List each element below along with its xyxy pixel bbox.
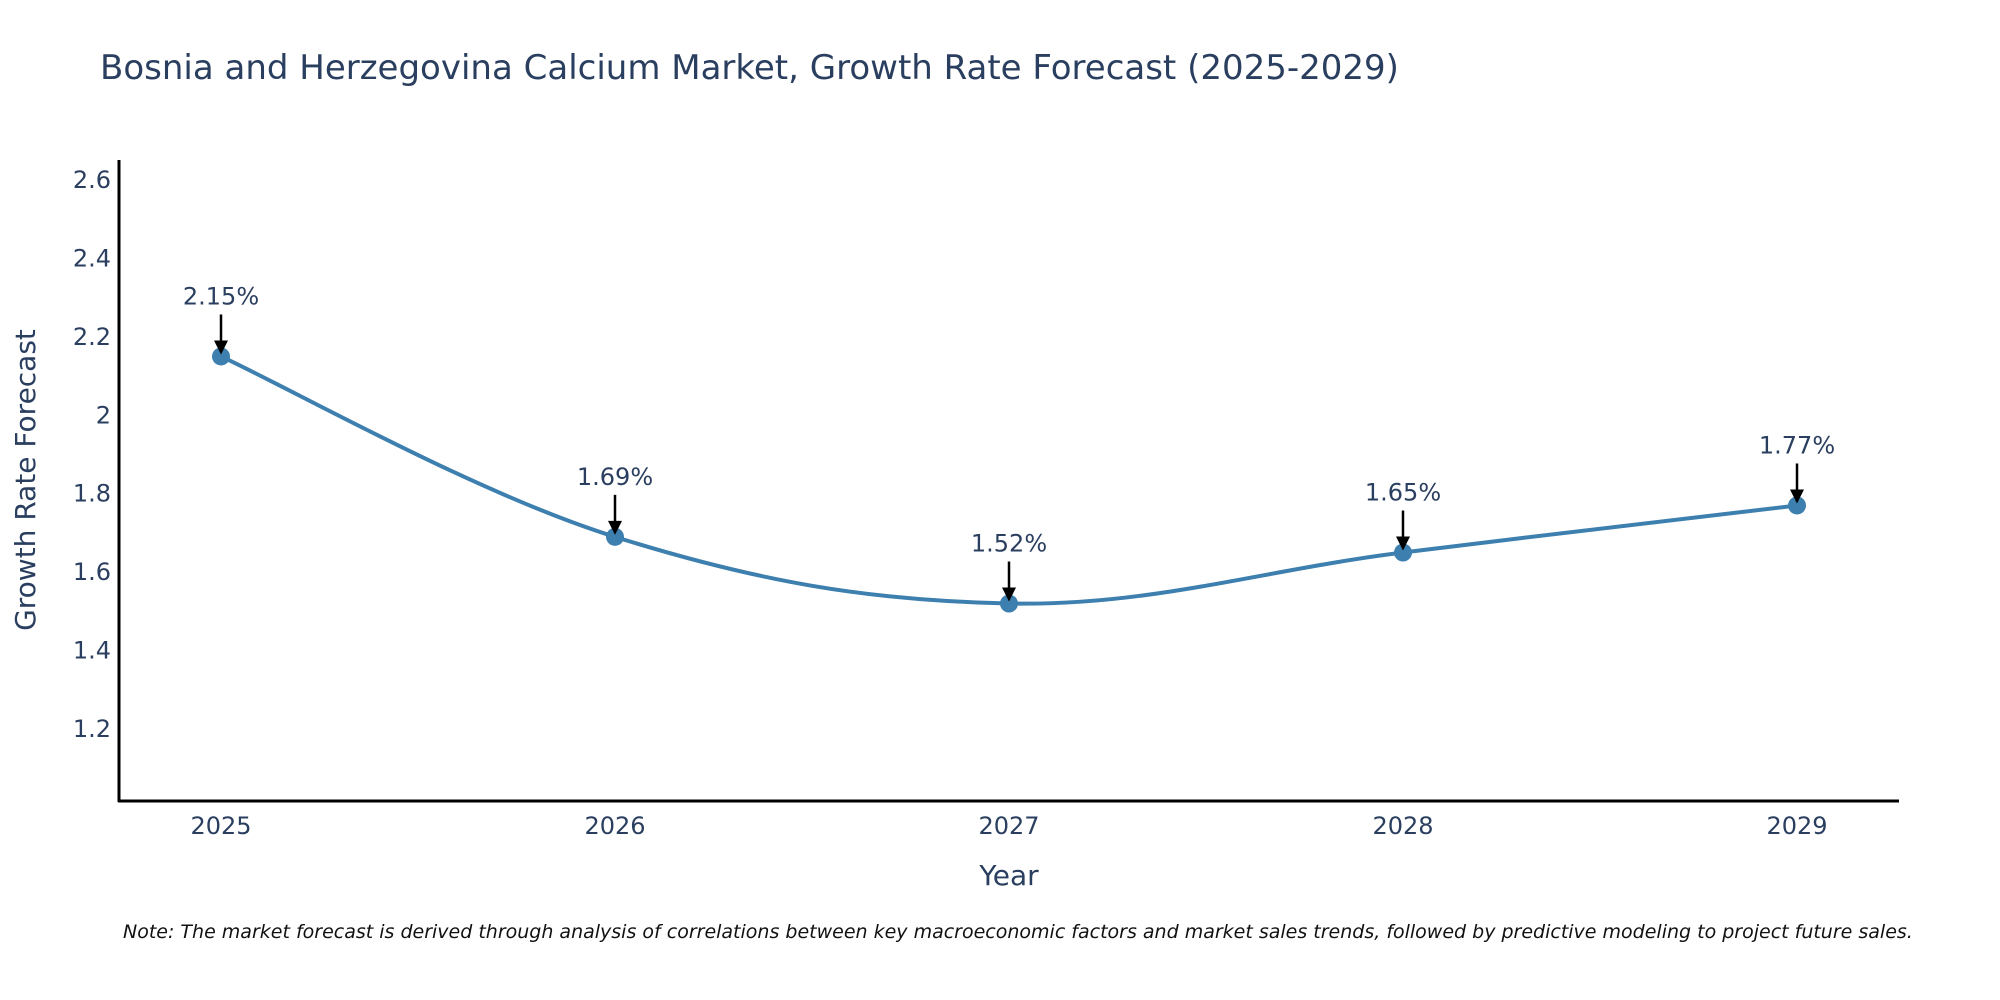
x-tick-label: 2029 (1766, 812, 1827, 840)
y-tick-label: 1.8 (73, 480, 111, 508)
footnote: Note: The market forecast is derived thr… (123, 921, 1913, 943)
y-tick-label: 2.4 (73, 244, 111, 272)
data-point[interactable] (1788, 496, 1806, 515)
x-tick-label: 2026 (584, 812, 645, 840)
data-point[interactable] (1000, 594, 1018, 613)
y-tick-label: 1.6 (73, 558, 111, 586)
y-axis-ticks: 1.2 1.4 1.6 1.8 2 2.2 2.4 2.6 (73, 166, 111, 743)
y-tick-label: 1.4 (73, 637, 111, 665)
x-tick-label: 2027 (978, 812, 1039, 840)
data-label: 1.65% (1365, 479, 1441, 507)
data-label: 1.77% (1759, 431, 1835, 459)
y-tick-label: 1.2 (73, 715, 111, 743)
annotation-arrow-head (214, 340, 228, 355)
data-label: 2.15% (183, 282, 259, 310)
chart-title: Bosnia and Herzegovina Calcium Market, G… (100, 48, 1399, 88)
annotation-arrow-head (1002, 587, 1016, 602)
x-axis-ticks: 2025 2026 2027 2028 2029 (190, 812, 1827, 840)
annotation-arrow-head (608, 520, 622, 535)
y-axis-title: Growth Rate Forecast (9, 329, 42, 631)
data-point[interactable] (1394, 543, 1412, 562)
x-tick-label: 2025 (190, 812, 251, 840)
x-axis-title: Year (978, 859, 1039, 892)
data-label: 1.52% (971, 530, 1047, 558)
y-tick-label: 2.6 (73, 166, 111, 194)
data-point[interactable] (606, 527, 624, 546)
y-tick-label: 2.2 (73, 323, 111, 351)
y-tick-label: 2 (96, 401, 111, 429)
annotation-arrow-head (1790, 489, 1804, 504)
data-label: 1.69% (577, 463, 653, 491)
x-tick-label: 2028 (1372, 812, 1433, 840)
annotation-arrow-head (1396, 536, 1410, 551)
plot-area: 2.15% 1.69% 1.52% 1.65% 1.77% (183, 282, 1835, 613)
data-point[interactable] (212, 347, 230, 366)
